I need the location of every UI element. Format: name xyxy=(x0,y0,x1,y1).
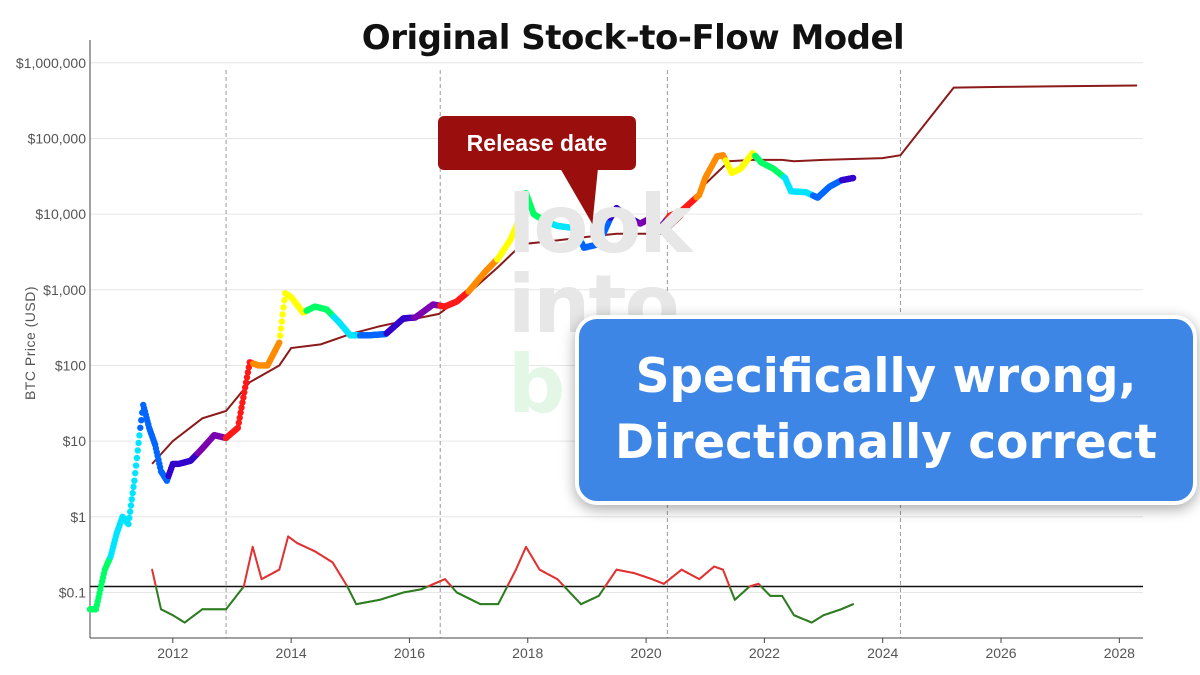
x-tick-label: 2012 xyxy=(157,645,188,661)
model-line xyxy=(151,84,1138,465)
x-tick-label: 2028 xyxy=(1104,645,1135,661)
price-point xyxy=(276,339,283,346)
verdict-banner: Specifically wrong, Directionally correc… xyxy=(575,315,1197,505)
price-point xyxy=(243,374,251,381)
price-point xyxy=(279,311,286,318)
x-tick-label: 2024 xyxy=(867,645,898,661)
price-point xyxy=(126,508,134,515)
price-point xyxy=(134,447,141,454)
price-point xyxy=(135,439,142,447)
ratio-line-segment xyxy=(850,603,855,606)
y-tick-label: $10,000 xyxy=(35,206,86,222)
chart-title: Original Stock-to-Flow Model xyxy=(361,18,905,58)
price-point xyxy=(244,369,252,376)
price-point xyxy=(237,409,244,416)
price-point xyxy=(127,502,135,509)
price-point xyxy=(131,477,138,484)
price-point xyxy=(130,483,137,491)
price-point xyxy=(125,520,132,528)
price-point xyxy=(239,399,246,406)
price-point xyxy=(242,379,250,386)
price-point xyxy=(132,462,140,469)
price-point xyxy=(126,514,133,522)
x-tick-label: 2022 xyxy=(749,645,780,661)
y-tick-label: $100 xyxy=(55,357,86,373)
price-point xyxy=(129,489,136,497)
price-point xyxy=(136,432,143,439)
y-tick-label: $10 xyxy=(63,433,87,449)
banner-line-1: Specifically wrong, xyxy=(635,349,1137,404)
price-point xyxy=(128,496,136,503)
price-point xyxy=(241,384,249,391)
price-point xyxy=(138,416,145,424)
price-point xyxy=(240,394,247,401)
price-point xyxy=(236,414,243,421)
y-tick-label: $0.1 xyxy=(59,584,86,600)
y-tick-label: $1 xyxy=(70,509,86,525)
x-tick-label: 2020 xyxy=(631,645,662,661)
price-point xyxy=(281,297,288,304)
price-point xyxy=(241,389,248,396)
price-point xyxy=(235,419,243,426)
y-tick-label: $1,000,000 xyxy=(16,55,86,71)
price-point xyxy=(133,454,141,462)
price-point xyxy=(849,174,857,182)
y-tick-label: $1,000 xyxy=(43,282,86,298)
price-point xyxy=(276,332,284,339)
release-date-callout: Release date xyxy=(438,116,636,170)
x-tick-label: 2016 xyxy=(394,645,425,661)
banner-line-2: Directionally correct xyxy=(614,415,1157,470)
price-point xyxy=(238,404,245,411)
price-point xyxy=(277,325,285,332)
price-point xyxy=(132,469,139,477)
x-tick-label: 2018 xyxy=(512,645,543,661)
price-point xyxy=(278,318,286,325)
price-point xyxy=(234,424,242,431)
price-point xyxy=(280,304,287,311)
x-tick-label: 2014 xyxy=(276,645,307,661)
y-axis-label: BTC Price (USD) xyxy=(22,285,38,401)
x-tick-label: 2026 xyxy=(985,645,1016,661)
y-tick-label: $100,000 xyxy=(28,130,87,146)
price-point xyxy=(137,424,144,431)
